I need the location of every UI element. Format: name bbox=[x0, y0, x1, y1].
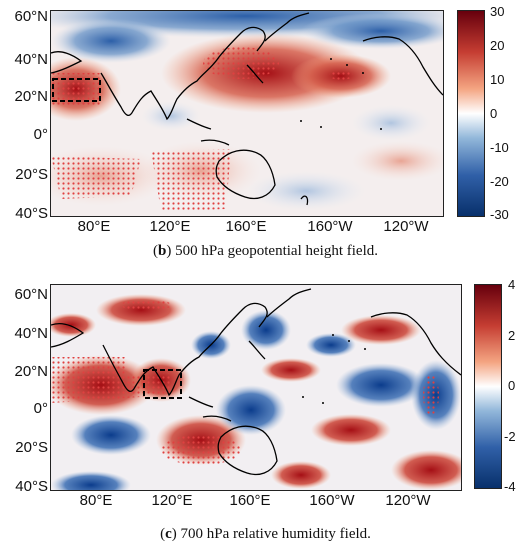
lon-label: 160°E bbox=[229, 492, 271, 509]
colorbar-tick: -2 bbox=[504, 429, 516, 444]
colorbar-tick: 4 bbox=[508, 277, 516, 292]
lon-label: 160°W bbox=[307, 218, 353, 235]
map-geopotential-height bbox=[50, 10, 444, 217]
colorbar-tick: 10 bbox=[490, 72, 505, 87]
lat-label: 60°N bbox=[14, 8, 48, 25]
colorbar-tick: -20 bbox=[490, 174, 509, 189]
lon-label: 80°E bbox=[77, 218, 111, 235]
colorbar-tick: 0 bbox=[508, 378, 516, 393]
caption-text: 500 hPa geopotential height field. bbox=[171, 243, 378, 259]
lat-label: 0° bbox=[33, 400, 48, 417]
lat-label: 20°N bbox=[14, 363, 48, 380]
colorbar-b bbox=[457, 10, 485, 217]
lat-label: 40°S bbox=[15, 478, 48, 495]
panel-b: 60°N 40°N 20°N 0° 20°S 40°S bbox=[0, 0, 531, 270]
colorbar-tick: 30 bbox=[490, 4, 505, 19]
map-relative-humidity bbox=[50, 284, 462, 491]
panel-c: 60°N 40°N 20°N 0° 20°S 40°S bbox=[0, 272, 531, 550]
lat-label: 60°N bbox=[14, 286, 48, 303]
lon-label: 120°W bbox=[385, 492, 431, 509]
colorbar-tick: 20 bbox=[490, 38, 505, 53]
colorbar-tick: 2 bbox=[508, 328, 516, 343]
lon-label: 80°E bbox=[79, 492, 113, 509]
lat-label: 20°S bbox=[15, 166, 48, 183]
colorbar-tick: -30 bbox=[490, 207, 509, 222]
colorbar-tick: 0 bbox=[490, 106, 498, 121]
lat-label: 40°N bbox=[14, 51, 48, 68]
map-c-graphic bbox=[51, 285, 461, 490]
colorbar-tick: -10 bbox=[490, 140, 509, 155]
lon-label: 160°E bbox=[225, 218, 267, 235]
caption-c: (c) 700 hPa relative humidity field. bbox=[160, 526, 371, 542]
colorbar-tick: -4 bbox=[504, 479, 516, 494]
lat-label: 40°N bbox=[14, 325, 48, 342]
lat-label: 20°S bbox=[15, 439, 48, 456]
lon-label: 120°E bbox=[151, 492, 193, 509]
lon-label: 120°E bbox=[149, 218, 191, 235]
caption-letter: c bbox=[165, 526, 172, 542]
lon-label: 160°W bbox=[309, 492, 355, 509]
caption-text: 700 hPa relative humidity field. bbox=[176, 526, 371, 542]
colorbar-c bbox=[474, 284, 502, 489]
map-b-graphic bbox=[51, 11, 443, 216]
lat-label: 40°S bbox=[15, 205, 48, 222]
lat-label: 20°N bbox=[14, 88, 48, 105]
lat-label: 0° bbox=[33, 126, 48, 143]
lon-label: 120°W bbox=[383, 218, 429, 235]
caption-letter: b bbox=[158, 243, 167, 259]
caption-b: (b) 500 hPa geopotential height field. bbox=[153, 243, 378, 259]
